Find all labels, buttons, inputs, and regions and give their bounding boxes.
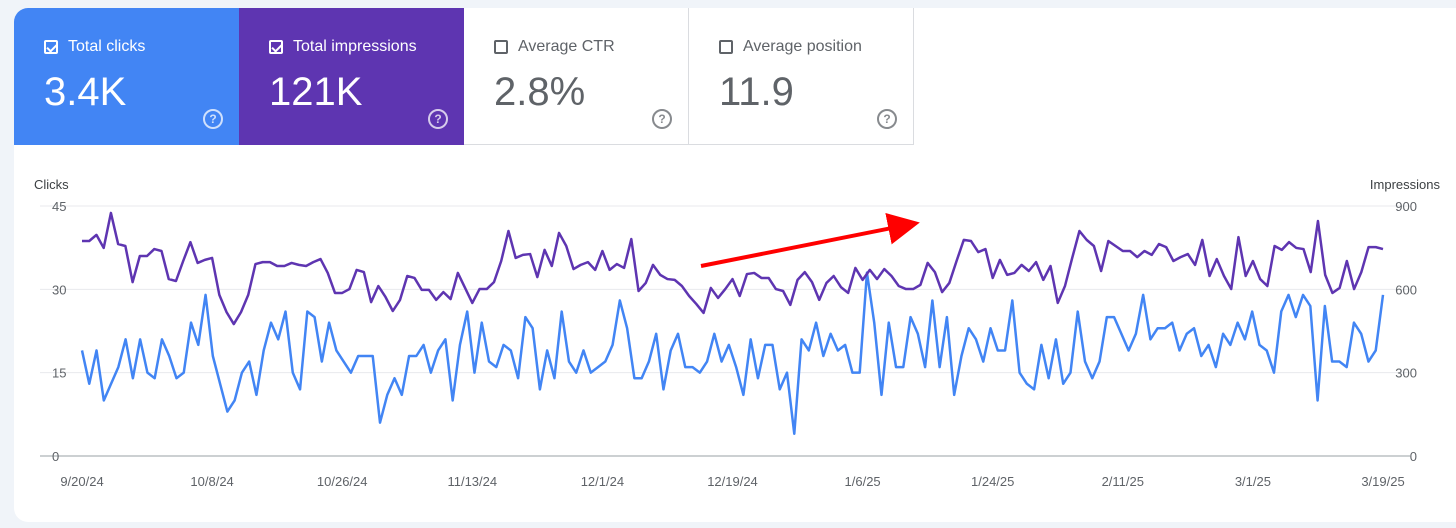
- x-tick: 9/20/24: [60, 474, 103, 489]
- x-tick: 12/1/24: [581, 474, 624, 489]
- x-tick: 10/8/24: [190, 474, 233, 489]
- x-tick: 3/1/25: [1235, 474, 1271, 489]
- metric-card-average-position[interactable]: Average position 11.9 ?: [689, 8, 914, 145]
- metric-value: 121K: [269, 70, 363, 114]
- checkbox-checked-icon[interactable]: [269, 40, 283, 54]
- y-right-tick: 900: [1395, 199, 1417, 214]
- trend-arrow: [700, 212, 920, 268]
- x-tick: 12/19/24: [707, 474, 758, 489]
- metric-label: Total clicks: [68, 38, 146, 55]
- y-left-tick: 45: [52, 199, 66, 214]
- x-tick: 11/13/24: [447, 474, 497, 489]
- x-tick: 3/19/25: [1361, 474, 1404, 489]
- x-tick: 1/6/25: [845, 474, 881, 489]
- y-right-tick: 0: [1410, 449, 1417, 464]
- help-icon[interactable]: ?: [203, 109, 223, 129]
- y-left-tick: 0: [52, 449, 59, 464]
- metric-label: Total impressions: [293, 38, 417, 55]
- metric-card-total-impressions[interactable]: Total impressions 121K ?: [239, 8, 464, 145]
- metric-value: 2.8%: [494, 70, 586, 114]
- help-icon[interactable]: ?: [652, 109, 672, 129]
- y-right-tick: 300: [1395, 366, 1417, 381]
- checkbox-unchecked-icon[interactable]: [494, 40, 508, 54]
- metric-value: 3.4K: [44, 70, 127, 114]
- metric-card-average-ctr[interactable]: Average CTR 2.8% ?: [464, 8, 689, 145]
- metric-label: Average CTR: [518, 38, 615, 55]
- series-line-impressions: [82, 211, 1384, 326]
- metric-label: Average position: [743, 38, 862, 55]
- performance-panel: Total clicks 3.4K ? Total impressions 12…: [14, 8, 1456, 522]
- left-axis-label: Clicks: [34, 177, 69, 192]
- x-tick: 1/24/25: [971, 474, 1014, 489]
- help-icon[interactable]: ?: [428, 109, 448, 129]
- right-axis-label: Impressions: [1369, 177, 1440, 192]
- x-tick: 10/26/24: [317, 474, 368, 489]
- x-tick: 2/11/25: [1102, 474, 1144, 489]
- help-icon[interactable]: ?: [877, 109, 897, 129]
- metric-value: 11.9: [719, 70, 794, 114]
- y-left-tick: 15: [52, 366, 66, 381]
- y-left-tick: 30: [52, 282, 66, 297]
- series-line-clicks: [80, 271, 1385, 436]
- metric-card-total-clicks[interactable]: Total clicks 3.4K ?: [14, 8, 239, 145]
- checkbox-unchecked-icon[interactable]: [719, 40, 733, 54]
- y-right-tick: 600: [1395, 282, 1417, 297]
- checkbox-checked-icon[interactable]: [44, 40, 58, 54]
